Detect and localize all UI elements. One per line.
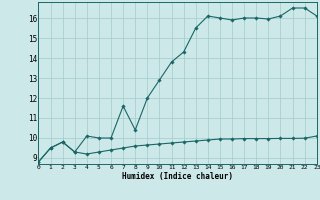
X-axis label: Humidex (Indice chaleur): Humidex (Indice chaleur) (122, 172, 233, 181)
